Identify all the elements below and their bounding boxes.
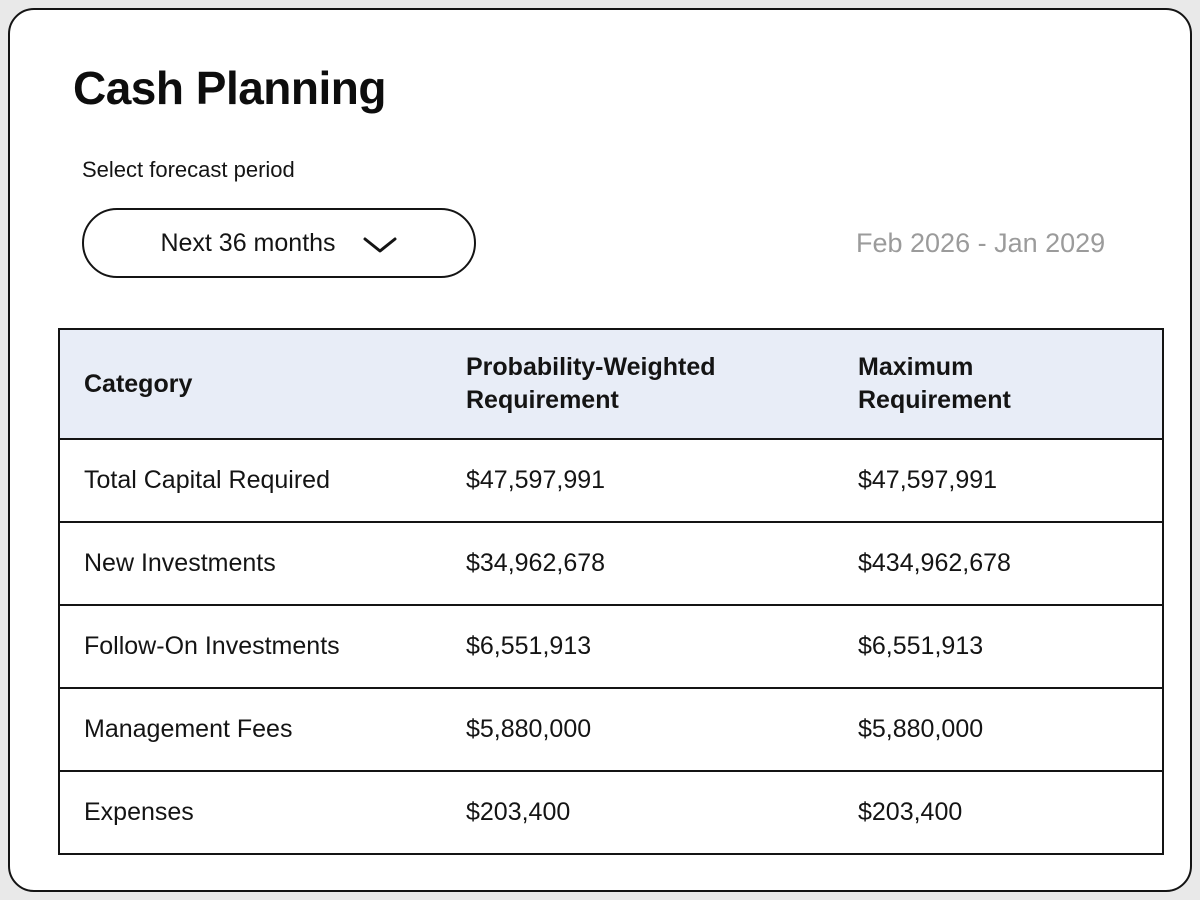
maximum-cell: $6,551,913: [833, 604, 1163, 688]
forecast-period-label: Select forecast period: [82, 157, 295, 182]
table-row: Follow-On Investments $6,551,913 $6,551,…: [59, 604, 1163, 688]
maximum-cell: $434,962,678: [833, 521, 1163, 605]
column-header-category: Category: [59, 329, 441, 439]
table-row: Management Fees $5,880,000 $5,880,000: [59, 687, 1163, 771]
probability-weighted-cell: $6,551,913: [441, 604, 833, 688]
maximum-cell: $203,400: [833, 770, 1163, 854]
table-row: New Investments $34,962,678 $434,962,678: [59, 521, 1163, 605]
category-cell: Expenses: [59, 770, 441, 854]
maximum-cell: $47,597,991: [833, 438, 1163, 522]
cash-requirements-table: Category Probability-Weighted Requiremen…: [58, 328, 1164, 855]
category-cell: Total Capital Required: [59, 438, 441, 522]
table-row: Expenses $203,400 $203,400: [59, 770, 1163, 854]
category-cell: Follow-On Investments: [59, 604, 441, 688]
probability-weighted-cell: $203,400: [441, 770, 833, 854]
forecast-date-range: Feb 2026 - Jan 2029: [856, 228, 1106, 258]
probability-weighted-cell: $5,880,000: [441, 687, 833, 771]
table-header-row: Category Probability-Weighted Requiremen…: [59, 329, 1163, 439]
column-header-maximum: Maximum Requirement: [833, 329, 1163, 439]
column-header-probability-weighted: Probability-Weighted Requirement: [441, 329, 833, 439]
table-row: Total Capital Required $47,597,991 $47,5…: [59, 438, 1163, 522]
category-cell: New Investments: [59, 521, 441, 605]
cash-planning-card: Cash Planning Select forecast period Nex…: [8, 8, 1192, 892]
category-cell: Management Fees: [59, 687, 441, 771]
probability-weighted-cell: $47,597,991: [441, 438, 833, 522]
chevron-down-icon: [363, 237, 397, 252]
page-title: Cash Planning: [73, 62, 386, 114]
maximum-cell: $5,880,000: [833, 687, 1163, 771]
forecast-period-selected-value: Next 36 months: [160, 228, 336, 257]
forecast-period-dropdown[interactable]: Next 36 months: [82, 208, 476, 278]
probability-weighted-cell: $34,962,678: [441, 521, 833, 605]
